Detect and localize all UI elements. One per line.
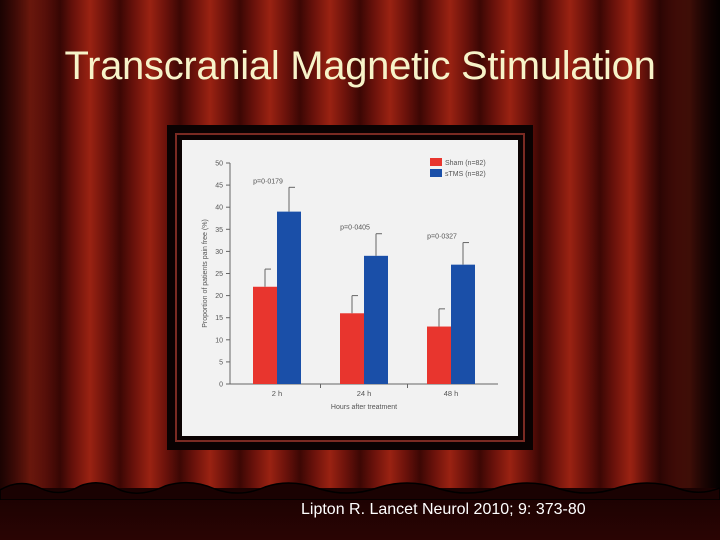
y-tick-label: 35 xyxy=(215,227,223,234)
y-tick-label: 25 xyxy=(215,271,223,278)
bar-chart: 0 5 10 15 20 25 30 35 40 45 50 Proportion of patien… xyxy=(202,158,498,411)
bar-sham-2 xyxy=(427,326,451,384)
x-tick-label: 2 h xyxy=(272,389,282,398)
p-value-annotation: p=0·0327 xyxy=(427,234,457,241)
legend-label-1: sTMS (n=82) xyxy=(445,171,486,178)
legend-swatch-1 xyxy=(430,169,442,177)
y-tick-label: 30 xyxy=(215,249,223,256)
bar-sham-0 xyxy=(253,286,277,384)
y-tick-label: 5 xyxy=(219,359,223,366)
p-value-annotation: p=0·0179 xyxy=(253,178,283,185)
y-axis-label: Proportion of patients pain free (%) xyxy=(202,219,209,328)
chart-frame-border xyxy=(175,133,525,442)
citation: Lipton R. Lancet Neurol 2010; 9: 373-80 xyxy=(301,501,586,518)
bar-stms-0 xyxy=(277,211,301,384)
legend-label-0: Sham (n=82) xyxy=(445,160,486,167)
legend-swatch-0 xyxy=(430,158,442,166)
x-tick-label: 48 h xyxy=(444,389,459,398)
chart-panel: 0 5 10 15 20 25 30 35 40 45 50 Proportion of patien… xyxy=(182,140,518,436)
y-tick-label: 15 xyxy=(215,315,223,322)
y-tick-label: 20 xyxy=(215,293,223,300)
bar-stms-1 xyxy=(364,255,388,384)
stage-floor xyxy=(0,481,720,540)
y-tick-label: 40 xyxy=(215,205,223,212)
x-axis-label: Hours after treatment xyxy=(331,404,397,411)
y-tick-label: 0 xyxy=(219,382,223,389)
y-tick-label: 45 xyxy=(215,183,223,190)
bar-sham-1 xyxy=(340,313,364,384)
chart-frame: 0 5 10 15 20 25 30 35 40 45 50 Proportion of patien… xyxy=(167,125,533,450)
p-value-annotation: p=0·0405 xyxy=(340,225,370,232)
y-tick-label: 10 xyxy=(215,337,223,344)
slide-title: Transcranial Magnetic Stimulation xyxy=(64,44,656,88)
bar-stms-2 xyxy=(451,264,475,384)
y-tick-label: 50 xyxy=(215,161,223,168)
x-tick-label: 24 h xyxy=(357,389,372,398)
